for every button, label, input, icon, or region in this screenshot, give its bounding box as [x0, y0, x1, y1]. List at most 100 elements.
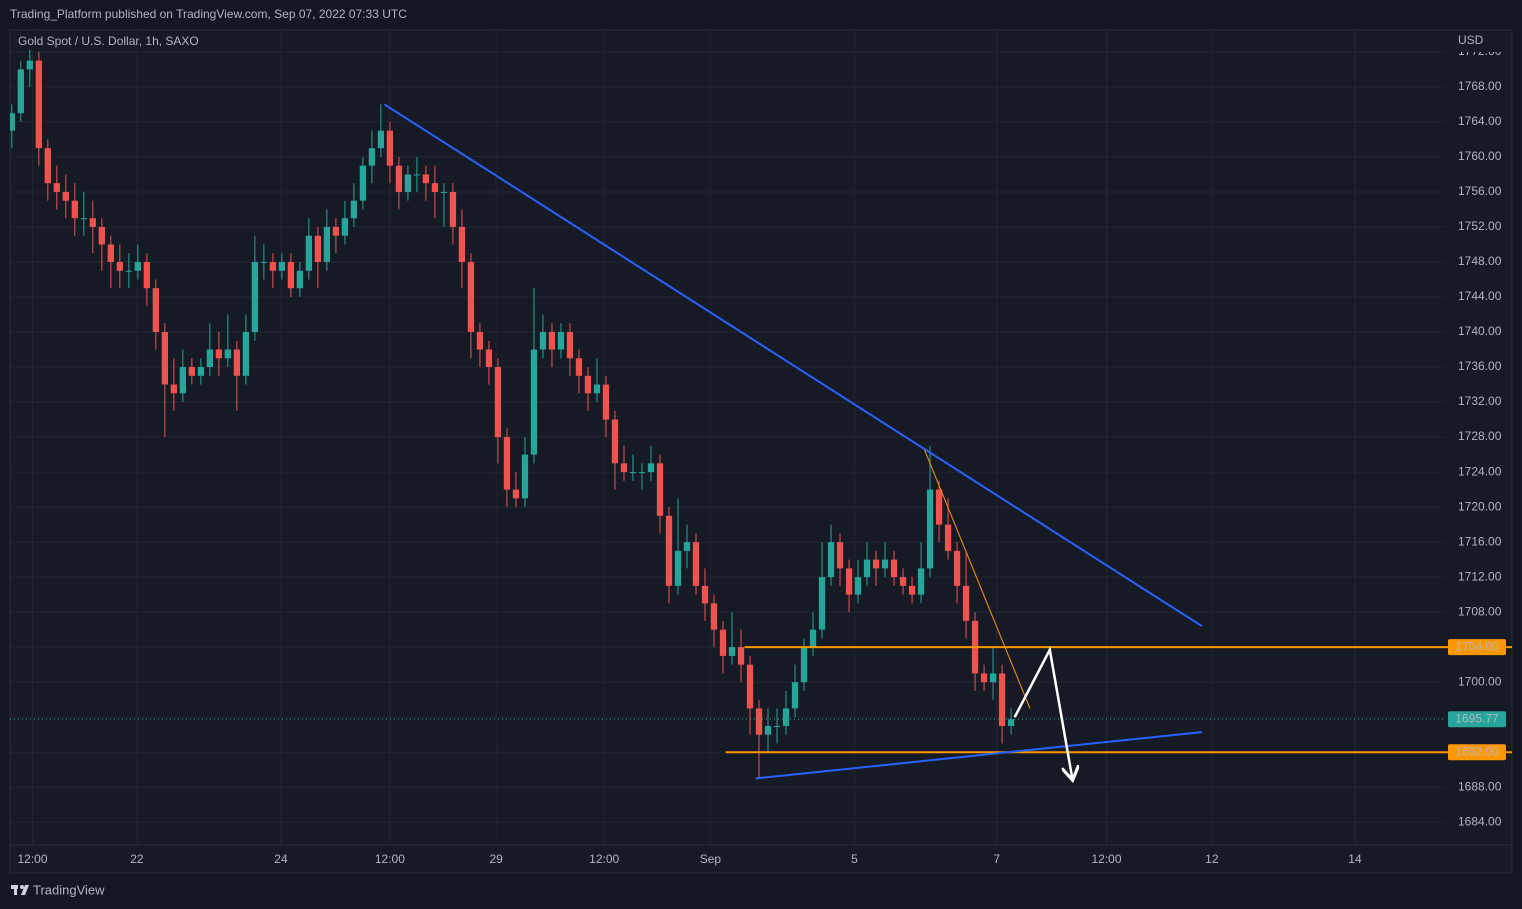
x-tick-label: 29 [489, 852, 503, 866]
y-tick-label: 1708.00 [1458, 604, 1502, 618]
candle-body [872, 559, 880, 569]
candle-body [737, 647, 745, 665]
candle-body [710, 603, 718, 630]
candle-body [656, 463, 664, 516]
candle-body [548, 332, 556, 350]
candle-body [206, 349, 214, 368]
candle-body [242, 332, 250, 376]
candle-body [386, 130, 394, 166]
candle-body [521, 454, 529, 499]
y-tick-label: 1684.00 [1458, 814, 1502, 828]
candle-body [71, 200, 78, 219]
x-tick-label: 14 [1348, 852, 1362, 866]
x-tick-label: 12:00 [375, 852, 405, 866]
candle-body [80, 218, 87, 220]
candle-body [215, 349, 223, 359]
candle-body [26, 60, 33, 70]
last-price-label: 1695.77 [1455, 711, 1499, 725]
candle-body [98, 226, 105, 245]
footer-logo: TradingView [11, 882, 105, 897]
candle-body [818, 577, 826, 630]
candle-body [134, 261, 141, 271]
candle-body [791, 682, 799, 709]
candle-body [917, 568, 925, 595]
candle-body [593, 384, 601, 394]
candle-body [422, 174, 430, 184]
currency-bg [1447, 32, 1510, 52]
y-tick-label: 1752.00 [1458, 219, 1502, 233]
candle-body [908, 585, 916, 595]
candle-body [503, 437, 511, 490]
candle-body [746, 664, 754, 709]
candle-body [512, 489, 520, 499]
candle-body [332, 226, 340, 236]
currency-label: USD [1458, 33, 1484, 47]
x-tick-label: 12:00 [1091, 852, 1121, 866]
last-price-bg [1448, 711, 1506, 728]
x-tick-label: 5 [851, 852, 858, 866]
candle-body [854, 577, 862, 595]
candle-body [368, 148, 376, 166]
y-tick-label: 1688.00 [1458, 779, 1502, 793]
candle-body [197, 367, 205, 376]
candle-body [647, 463, 655, 473]
candle-body [17, 69, 24, 114]
x-tick-label: 7 [993, 852, 1000, 866]
candle-body [827, 542, 835, 578]
candle-body [377, 130, 385, 149]
candle-body [224, 349, 232, 359]
candle-body [314, 235, 322, 262]
projection-arrow [1013, 645, 1073, 779]
y-tick-label: 1736.00 [1458, 359, 1502, 373]
x-tick-label: 12 [1205, 852, 1219, 866]
level-label: 1692.00 [1455, 744, 1499, 758]
candle-body [188, 367, 196, 376]
candle-body [143, 261, 150, 289]
candle-body [395, 165, 403, 192]
candle-body [881, 559, 889, 569]
candle-body [269, 261, 277, 271]
candle-body [584, 375, 592, 394]
candle-body [458, 226, 466, 262]
candle-body [278, 261, 286, 271]
candle-body [683, 542, 691, 551]
candle-body [125, 270, 132, 272]
candle-body [413, 174, 421, 176]
candle-body [665, 515, 673, 586]
logo-dot [20, 885, 24, 889]
level-label-bg [1448, 744, 1506, 761]
candle-body [170, 384, 177, 394]
trendline [383, 103, 1203, 627]
candle-body [809, 629, 817, 648]
y-tick-label: 1724.00 [1458, 464, 1502, 478]
candle-body [602, 384, 610, 420]
candle-body [620, 463, 628, 473]
y-tick-label: 1764.00 [1458, 114, 1502, 128]
level-label-bg [1448, 639, 1506, 656]
candle-body [449, 191, 457, 227]
trendline [924, 450, 1031, 709]
logo-slash [21, 885, 29, 895]
y-tick-label: 1712.00 [1458, 569, 1502, 583]
y-tick-label: 1700.00 [1458, 674, 1502, 688]
candle-body [998, 673, 1006, 726]
candle-body [845, 568, 853, 595]
candle-body [431, 183, 439, 192]
y-tick-label: 1740.00 [1458, 324, 1502, 338]
candle-body [35, 60, 42, 149]
candle-body [89, 218, 96, 227]
candle-body [1007, 719, 1015, 726]
plot-area [10, 43, 1445, 780]
y-tick-label: 1720.00 [1458, 499, 1502, 513]
candle-body [10, 113, 15, 131]
level-label: 1704.00 [1455, 639, 1499, 653]
candle-body [476, 332, 484, 350]
candle-body [44, 148, 51, 184]
trendline [755, 731, 1203, 780]
candle-body [773, 725, 781, 727]
candle-body [611, 419, 619, 464]
title-bg [12, 32, 202, 50]
publisher-line: Trading_Platform published on TradingVie… [10, 7, 407, 21]
x-tick-label: 24 [274, 852, 288, 866]
